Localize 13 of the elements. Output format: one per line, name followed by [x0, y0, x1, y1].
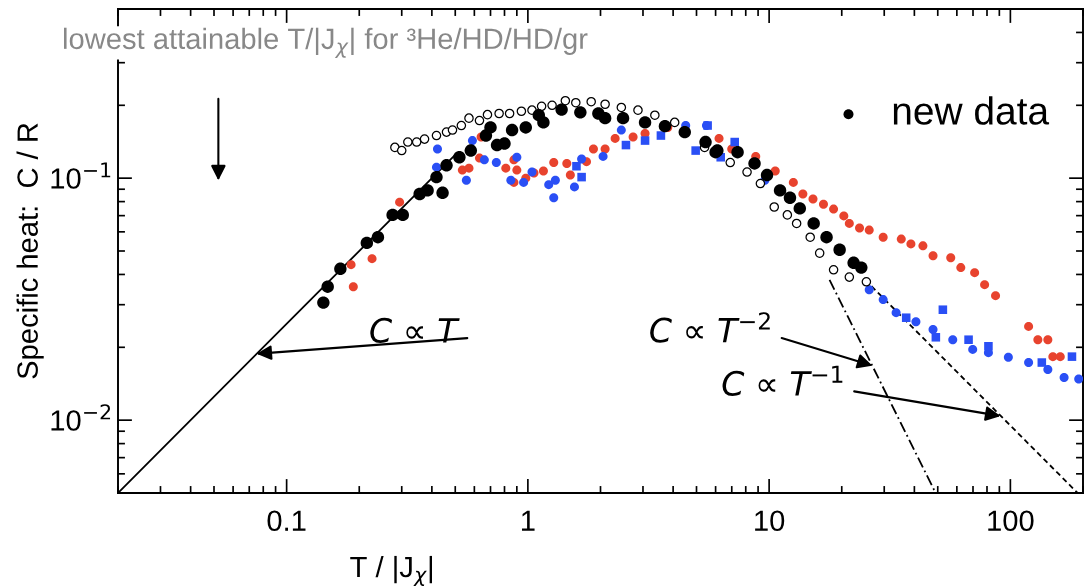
annotation: C ∝ T$^{−2}$: [650, 312, 770, 343]
annotation: C ∝ T$^{−1}$: [722, 365, 843, 396]
y-tick-label: 10$^{−1}$: [51, 162, 111, 189]
y-axis-title: Specific heat: C / R: [16, 123, 44, 379]
annotation: lowest attainable T/|J$_{χ}$| for ³He/HD/HD/gr: [63, 27, 588, 58]
annotation: C ∝ T: [370, 317, 460, 343]
x-tick-label: 100: [988, 510, 1034, 532]
legend-label: new data: [893, 96, 1050, 125]
y-tick-label: 10$^{−2}$: [51, 404, 111, 431]
x-tick-label: 1: [521, 510, 535, 531]
x-tick-label: 10: [755, 510, 785, 532]
x-tick-label: 0.1: [267, 510, 306, 532]
x-axis-title: T / |J$_{χ}$|: [350, 555, 433, 586]
